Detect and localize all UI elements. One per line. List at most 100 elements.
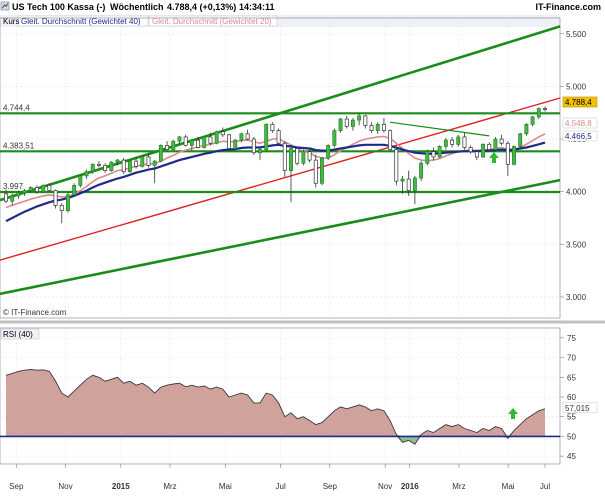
candle-body [189,139,194,146]
level-label: 3.997 [3,182,24,191]
candle-body [196,139,201,148]
candle [140,155,145,168]
candle-body [518,133,523,147]
candle [443,138,448,150]
candle [115,159,120,166]
candle-body [357,115,362,121]
candle [295,146,300,166]
candle-body [363,115,368,126]
candle-body [394,149,399,182]
candle-body [474,151,479,158]
x-tick-label: Mrz [452,482,465,491]
candle [202,135,207,149]
brand-label: IT-Finance.com [535,2,601,12]
rsi-badge [562,402,598,414]
legend-ma40: Gleit. Durchschnitt (Gewichtet 40) [21,17,141,26]
x-tick-label: Jul [540,482,550,491]
candle-body [512,146,516,165]
candle-body [289,148,293,171]
candle-body [350,119,355,127]
candle [487,142,492,152]
candle [512,145,516,166]
candle-body [425,151,430,164]
candle [530,115,535,127]
candle [103,163,108,173]
candle-body [406,178,411,191]
candle [400,175,405,194]
rsi-line [5,368,546,445]
candle-body [53,190,58,206]
candle-body [233,139,238,149]
candle-body [121,159,126,173]
candle-body [276,130,281,144]
candle-body [419,162,424,179]
level-label: 4.383,51 [3,141,35,150]
candle-body [202,136,207,148]
candle [332,128,337,148]
candle-body [35,187,39,193]
candle-body [437,146,442,158]
candle [425,149,430,166]
candle-body [375,123,380,131]
candle-body [84,171,89,177]
candle [10,193,15,206]
x-tick-label: Mai [219,482,232,491]
candle-body [270,123,275,131]
candle [233,139,238,151]
candle-body [493,138,498,150]
candle [189,139,194,151]
candle [468,145,473,154]
candle [66,192,70,213]
candle-body [536,108,541,118]
candle [264,123,269,151]
x-tick-label: Sep [323,482,338,491]
candle [320,156,324,186]
candle [412,175,417,205]
price-tick-label: 5.500 [566,30,587,39]
candle-body [431,151,436,158]
candle-body [412,177,417,191]
price-badge-label: 4.788,4 [565,98,592,107]
candle [158,144,163,163]
rsi-badge-label: 57,015 [565,404,590,413]
candle-body [481,143,485,158]
candle-body [313,159,318,184]
candle-body [264,123,269,150]
candle-body [245,133,250,140]
x-tick-label: Nov [378,482,392,491]
candle [171,140,176,151]
candle-body [59,205,64,211]
chart-icon-glyph [2,3,9,9]
candle [84,169,89,180]
candle-body [165,145,170,150]
candle [301,149,306,166]
candle-body [78,175,83,186]
rsi-tick-label: 70 [567,354,576,363]
candle [35,185,39,194]
candle-body [462,136,467,148]
interval-label: Wöchentlich [110,2,164,12]
candle [78,174,83,188]
candle-body [543,108,547,110]
x-tick-label: Mrz [163,482,176,491]
red-trendline [0,97,561,261]
candle-body [381,123,386,131]
candle-body [307,151,312,161]
trend-channel-line [0,178,561,296]
price-tick-label: 4.000 [566,188,587,197]
price-badge [562,130,598,142]
candle-body [66,194,70,211]
candle-body [115,159,120,163]
candle [481,143,485,158]
candle [183,134,188,147]
candle [127,160,132,173]
x-tick-label: 2016 [401,482,419,491]
candle-body [158,145,163,162]
candle [363,114,368,129]
candle [177,135,182,145]
candle [270,122,275,133]
candle [505,141,510,176]
candle-body [16,192,21,197]
rsi-title-box [0,328,40,340]
